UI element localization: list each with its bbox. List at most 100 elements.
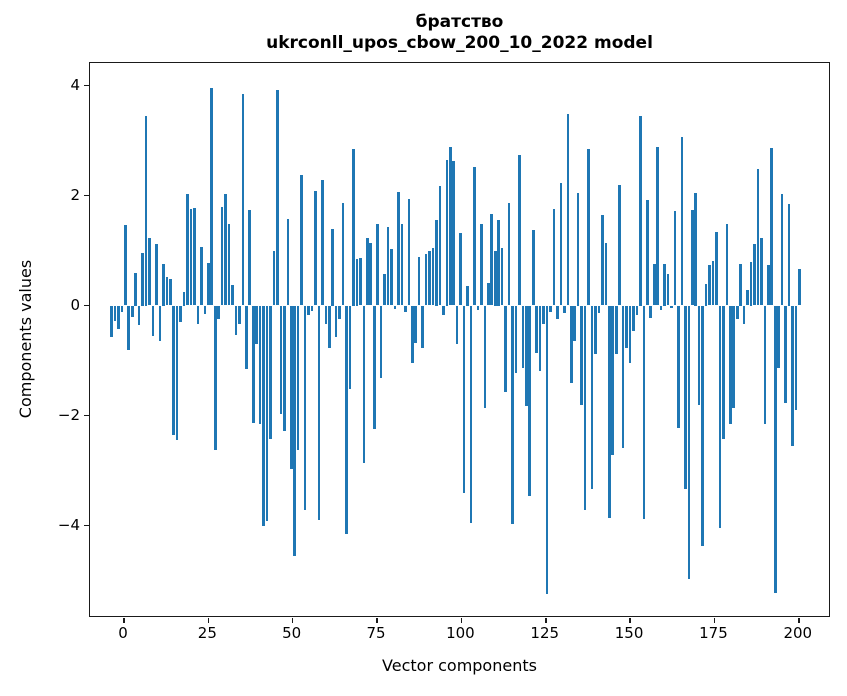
bar-component-141 — [597, 305, 601, 313]
bar-component-155 — [646, 200, 649, 306]
bar-component-160 — [663, 264, 666, 306]
bar-component-80 — [386, 226, 390, 306]
bar-component-81 — [390, 249, 393, 306]
bar-component-27 — [203, 305, 207, 314]
bar-component-190 — [767, 265, 770, 306]
bar-component-169 — [694, 192, 698, 306]
bar-component-8 — [137, 305, 141, 325]
y-tick-mark — [84, 84, 89, 87]
bar-component-128 — [552, 208, 556, 306]
bar-component-24 — [193, 207, 196, 306]
bar-component-99 — [452, 161, 456, 306]
bar-component-102 — [462, 305, 466, 493]
bar-component-93 — [431, 248, 435, 306]
bar-component-189 — [763, 305, 767, 425]
bar-component-68 — [345, 305, 348, 534]
chart-title-line2: ukrconll_upos_cbow_200_10_2022 model — [266, 33, 653, 54]
y-tick-mark — [84, 304, 89, 307]
bar-component-59 — [314, 191, 317, 306]
bar-component-30 — [213, 305, 217, 450]
bar-component-171 — [701, 305, 704, 546]
bar-component-3 — [120, 305, 124, 313]
bar-component-137 — [583, 305, 587, 510]
chart-title-line1: братство — [415, 12, 504, 32]
bar-component-145 — [611, 305, 615, 455]
x-tick-label-175: 175 — [699, 624, 728, 642]
bar-component-5 — [127, 305, 131, 350]
bar-component-60 — [317, 305, 321, 520]
bar-component-54 — [296, 305, 300, 450]
bar-component-6 — [130, 305, 134, 317]
bar-component-123 — [535, 305, 538, 353]
bar-component-0 — [110, 305, 113, 338]
bar-component-177 — [722, 305, 725, 440]
bar-component-94 — [435, 220, 438, 306]
bar-component-179 — [729, 305, 732, 425]
bar-component-55 — [300, 175, 303, 306]
bar-component-151 — [632, 305, 635, 331]
x-tick-label-50: 50 — [282, 624, 302, 642]
bar-component-111 — [493, 250, 497, 306]
x-tick-mark — [123, 618, 125, 623]
bar-component-78 — [379, 305, 383, 378]
bar-component-95 — [438, 186, 442, 306]
bar-component-114 — [504, 305, 507, 393]
bar-component-199 — [798, 269, 801, 306]
bar-component-71 — [355, 258, 359, 306]
bar-component-130 — [559, 183, 563, 306]
plot-frame — [84, 62, 830, 623]
bar-component-22 — [186, 194, 189, 306]
bar-component-26 — [200, 246, 203, 306]
y-tick-mark — [84, 414, 89, 417]
bar-component-156 — [649, 305, 653, 318]
bar-component-106 — [476, 305, 480, 311]
bar-component-96 — [442, 305, 445, 315]
bar-component-165 — [680, 137, 684, 306]
bar-component-185 — [749, 261, 753, 306]
bar-component-61 — [321, 180, 324, 306]
bar-component-196 — [787, 203, 791, 306]
bar-component-101 — [459, 233, 462, 306]
x-tick-mark — [460, 618, 463, 623]
bar-component-89 — [417, 257, 421, 306]
bar-component-129 — [556, 305, 559, 320]
bar-component-9 — [141, 253, 144, 306]
bar-component-4 — [124, 224, 127, 306]
bar-component-56 — [303, 305, 307, 510]
x-tick-mark — [376, 618, 378, 623]
bar-component-157 — [652, 263, 656, 306]
bar-component-140 — [594, 305, 597, 355]
bar-component-2 — [117, 305, 120, 330]
bar-component-92 — [428, 251, 431, 306]
bar-component-148 — [621, 305, 625, 448]
bar-component-84 — [400, 224, 404, 306]
bar-component-175 — [715, 231, 718, 306]
bar-component-42 — [255, 305, 258, 344]
bar-component-147 — [618, 185, 621, 306]
bar-component-18 — [172, 305, 176, 435]
bar-component-29 — [210, 87, 214, 306]
bar-component-149 — [625, 305, 628, 349]
bar-component-72 — [359, 257, 362, 306]
bar-component-126 — [545, 305, 549, 594]
bar-component-58 — [310, 305, 314, 311]
bar-component-139 — [590, 305, 594, 490]
bar-component-57 — [307, 305, 310, 315]
x-tick-label-125: 125 — [530, 624, 560, 642]
bar-component-67 — [341, 202, 345, 306]
x-tick-label-75: 75 — [366, 624, 386, 642]
bar-component-46 — [269, 305, 272, 440]
x-tick-mark — [629, 618, 631, 623]
bar-component-37 — [238, 305, 241, 325]
bar-component-173 — [708, 264, 711, 306]
bar-component-76 — [372, 305, 376, 430]
bar-component-143 — [604, 242, 608, 306]
bar-component-197 — [791, 305, 794, 446]
bar-component-62 — [324, 305, 328, 325]
bar-component-41 — [251, 305, 255, 423]
bar-component-34 — [227, 223, 231, 306]
bar-component-144 — [608, 305, 611, 518]
bar-component-82 — [393, 305, 397, 310]
bar-component-167 — [687, 305, 691, 580]
